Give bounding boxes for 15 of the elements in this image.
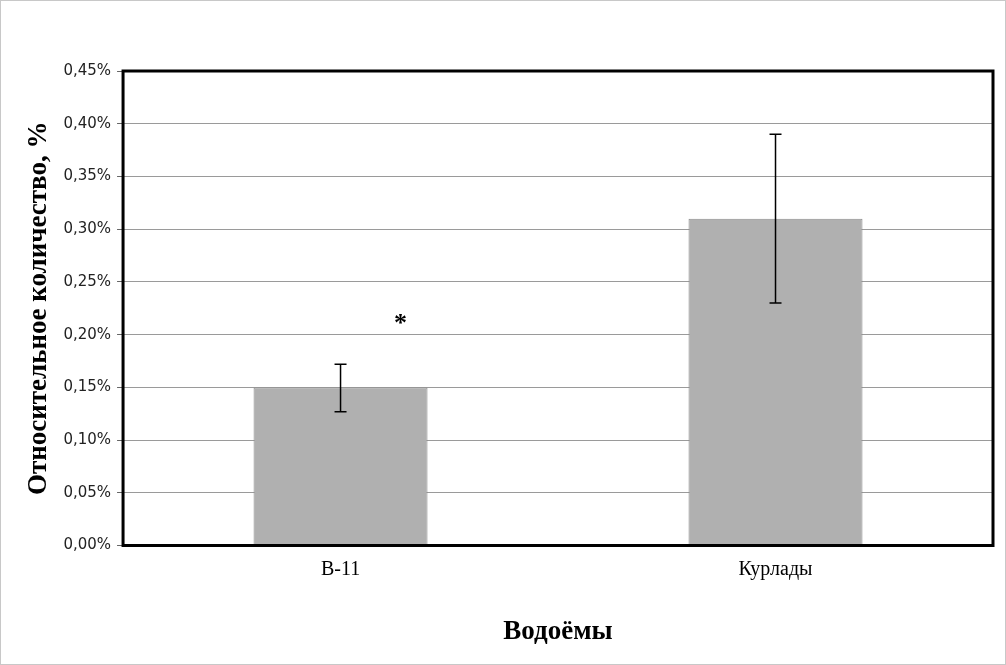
x-tick-label: Курлады [738,556,813,580]
y-tick-label: 0,30% [63,219,112,238]
y-tick-label: 0,00% [63,535,112,554]
y-tick-label: 0,35% [63,166,112,185]
y-tick-label: 0,05% [63,482,112,501]
y-tick-label: 0,25% [63,271,112,290]
y-tick-label: 0,15% [63,377,112,396]
y-tick-label: 0,40% [63,113,112,132]
y-tick-label: 0,20% [63,324,112,343]
y-axis-title: Относительное количество, % [22,121,53,496]
annotation: * [394,307,408,337]
x-tick-label: B-11 [320,556,361,579]
y-tick-label: 0,10% [63,430,112,449]
y-tick-label: 0,45% [63,60,112,79]
x-axis-title: Водоёмы [503,614,613,645]
